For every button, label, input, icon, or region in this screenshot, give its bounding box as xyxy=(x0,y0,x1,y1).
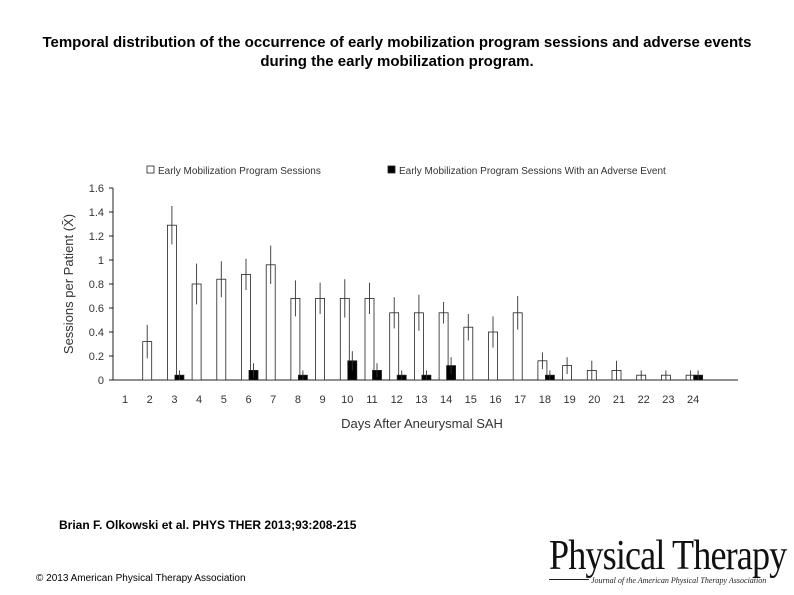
y-tick-label: 0.6 xyxy=(89,303,104,315)
chart-legend: Early Mobilization Program Sessions Early… xyxy=(146,165,666,177)
legend-swatch-1 xyxy=(146,165,155,174)
x-axis: 1 2 3 4 5 6 7 8 9 10 11 12 13 14 15 16 17 18 19 20 21 22 23 24 xyxy=(113,379,738,406)
series-2 xyxy=(174,351,703,381)
copyright-notice: © 2013 American Physical Therapy Associa… xyxy=(36,573,246,584)
x-tick-label: 21 xyxy=(613,394,625,406)
journal-logo: Physical Therapy Journal of the American… xyxy=(549,532,789,594)
logo-subtitle: Journal of the American Physical Therapy… xyxy=(591,576,767,585)
x-tick-label: 2 xyxy=(147,394,153,406)
y-axis-label: Sessions per Patient (X̄) xyxy=(61,214,76,354)
x-tick-label: 24 xyxy=(687,394,699,406)
x-tick-label: 10 xyxy=(341,394,353,406)
x-tick-label: 20 xyxy=(588,394,600,406)
y-tick-label: 1.2 xyxy=(89,231,104,243)
x-tick-label: 23 xyxy=(662,394,674,406)
x-tick-label: 13 xyxy=(415,394,427,406)
x-tick-label: 5 xyxy=(221,394,227,406)
y-tick-label: 0.8 xyxy=(89,279,104,291)
x-tick-label: 12 xyxy=(391,394,403,406)
y-tick-label: 0 xyxy=(98,375,104,387)
x-tick-label: 9 xyxy=(320,394,326,406)
x-tick-label: 7 xyxy=(270,394,276,406)
x-axis-label: Days After Aneurysmal SAH xyxy=(341,416,503,431)
bar-sessions-day-3 xyxy=(166,224,177,381)
y-tick-label: 0.2 xyxy=(89,351,104,363)
y-tick-label: 1.4 xyxy=(89,207,104,219)
x-tick-label: 6 xyxy=(245,394,251,406)
x-tick-label: 18 xyxy=(539,394,551,406)
x-tick-label: 22 xyxy=(638,394,650,406)
x-tick-label: 14 xyxy=(440,394,452,406)
y-tick-label: 1.6 xyxy=(89,183,104,195)
citation: Brian F. Olkowski et al. PHYS THER 2013;… xyxy=(59,518,357,532)
legend-swatch-2 xyxy=(387,165,396,174)
y-tick-label: 1 xyxy=(98,255,104,267)
legend-label-1: Early Mobilization Program Sessions xyxy=(158,166,321,177)
bar-sessions-day-6 xyxy=(241,273,251,381)
x-tick-label: 3 xyxy=(171,394,177,406)
x-tick-label: 1 xyxy=(122,394,128,406)
logo-rule xyxy=(549,579,589,580)
x-tick-label: 15 xyxy=(465,394,477,406)
x-tick-label: 16 xyxy=(489,394,501,406)
x-tick-label: 11 xyxy=(366,394,377,406)
x-tick-label: 4 xyxy=(196,394,202,406)
series-1 xyxy=(142,206,696,381)
logo-wordmark: Physical Therapy xyxy=(549,533,787,579)
x-tick-label: 17 xyxy=(514,394,526,406)
y-tick-label: 0.4 xyxy=(89,327,104,339)
x-tick-label: 8 xyxy=(295,394,301,406)
slide-title: Temporal distribution of the occurrence … xyxy=(42,34,752,70)
bars xyxy=(142,206,703,381)
x-tick-label: 19 xyxy=(563,394,575,406)
legend-label-2: Early Mobilization Program Sessions With… xyxy=(399,166,666,177)
y-axis: 0 0.2 0.4 0.6 0.8 1 1.2 1.4 1.6 xyxy=(89,183,114,387)
